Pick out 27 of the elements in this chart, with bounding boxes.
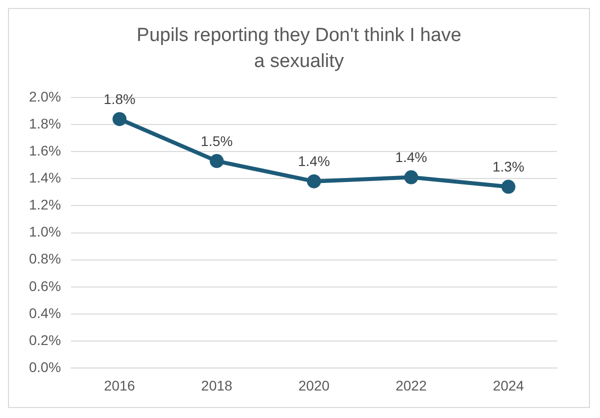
data-label: 1.8% bbox=[104, 90, 136, 107]
y-tick-label: 0.2% bbox=[28, 332, 61, 348]
point bbox=[404, 170, 418, 184]
x-tick-label: 2022 bbox=[396, 377, 427, 394]
y-tick-label: 1.0% bbox=[28, 224, 61, 240]
y-tick-label: 0.8% bbox=[28, 250, 61, 267]
y-tick-label: 1.6% bbox=[28, 142, 61, 158]
point bbox=[501, 180, 516, 194]
chart-title: Pupils reporting they Don't think I have a sexuality bbox=[136, 24, 462, 74]
x-tick-label: 2018 bbox=[201, 377, 233, 394]
data-label: 1.3% bbox=[492, 158, 524, 175]
y-tick-label: 0.6% bbox=[28, 278, 61, 294]
x-tick-label: 2016 bbox=[104, 377, 136, 394]
point bbox=[306, 174, 321, 188]
y-tick-label: 1.4% bbox=[28, 170, 61, 186]
y-tick-label: 1.8% bbox=[28, 115, 61, 132]
data-label: 1.5% bbox=[200, 132, 233, 149]
x-tick-label: 2020 bbox=[298, 377, 330, 394]
data-label: 1.4% bbox=[395, 149, 428, 166]
y-tick-label: 0.0% bbox=[28, 359, 61, 376]
point bbox=[210, 154, 224, 168]
y-tick-label: 0.4% bbox=[28, 304, 61, 321]
data-label: 1.4% bbox=[298, 153, 330, 170]
point bbox=[112, 112, 127, 126]
x-tick-label: 2024 bbox=[492, 377, 524, 394]
y-tick-label: 2.0% bbox=[28, 88, 61, 104]
y-tick-label: 1.2% bbox=[28, 196, 61, 213]
